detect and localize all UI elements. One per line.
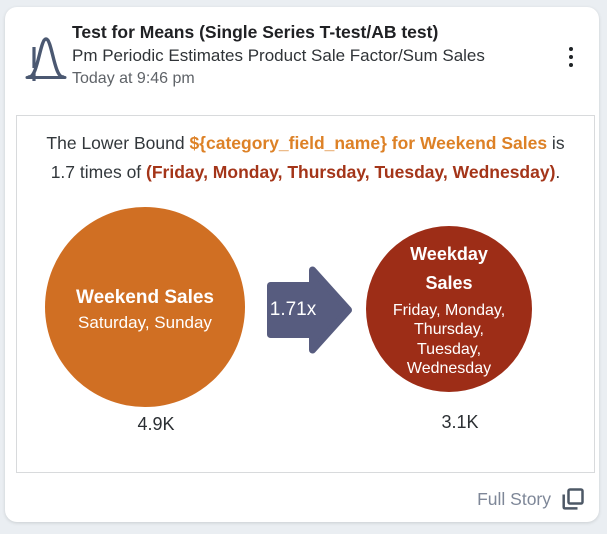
ratio-arrow	[267, 266, 352, 354]
ratio-label: 1.71x	[269, 299, 317, 320]
insight-line-2: 1.7 times of (Friday, Monday, Thursday, …	[17, 158, 594, 187]
weekend-sales-value: 4.9K	[137, 414, 175, 434]
insight-content-box: The Lower Bound ${category_field_name} f…	[16, 115, 595, 473]
circle-title: Weekend Sales	[75, 287, 214, 308]
subtitle-line: Tuesday,	[416, 340, 482, 358]
card-title: Test for Means (Single Series T-test/AB …	[72, 22, 439, 42]
full-story-link[interactable]: Full Story	[477, 485, 586, 513]
circle-title-line1: Weekday	[410, 243, 488, 264]
full-story-label[interactable]: Full Story	[477, 488, 551, 509]
insight-line-1: The Lower Bound ${category_field_name} f…	[17, 129, 594, 158]
subtitle-line: Friday, Monday,	[392, 301, 506, 319]
circle-subtitle: Friday, Monday, Thursday, Tuesday, Wedne…	[393, 301, 505, 379]
card-subtitle: Pm Periodic Estimates Product Sale Facto…	[72, 46, 485, 65]
t-distribution-icon	[25, 32, 67, 84]
insight-text: .	[555, 162, 561, 182]
circle-title-line2: Sales	[425, 272, 473, 293]
weekend-sales-circle: Weekend Sales Saturday, Sunday	[45, 207, 245, 407]
kebab-menu-icon[interactable]	[561, 43, 581, 71]
header-text: Test for Means (Single Series T-test/AB …	[72, 20, 542, 90]
insight-highlight-orange: ${category_field_name} for Weekend Sales	[189, 133, 548, 153]
insight-sentence: The Lower Bound ${category_field_name} f…	[17, 129, 594, 187]
full-story-icon[interactable]	[560, 486, 586, 512]
insight-text: is	[547, 133, 565, 153]
weekday-sales-value: 3.1K	[441, 412, 479, 432]
insight-card: Test for Means (Single Series T-test/AB …	[5, 7, 599, 522]
insight-text: 1.7 times of	[50, 162, 147, 182]
subtitle-line: Wednesday	[406, 360, 492, 377]
subtitle-line: Thursday,	[414, 321, 484, 338]
insight-highlight-red: (Friday, Monday, Thursday, Tuesday, Wedn…	[146, 162, 556, 182]
weekday-sales-circle: Weekday Sales Friday, Monday, Thursday, …	[366, 226, 532, 392]
insight-text: The Lower Bound	[46, 133, 190, 153]
circle-subtitle: Saturday, Sunday	[78, 313, 212, 332]
card-timestamp: Today at 9:46 pm	[72, 70, 195, 87]
